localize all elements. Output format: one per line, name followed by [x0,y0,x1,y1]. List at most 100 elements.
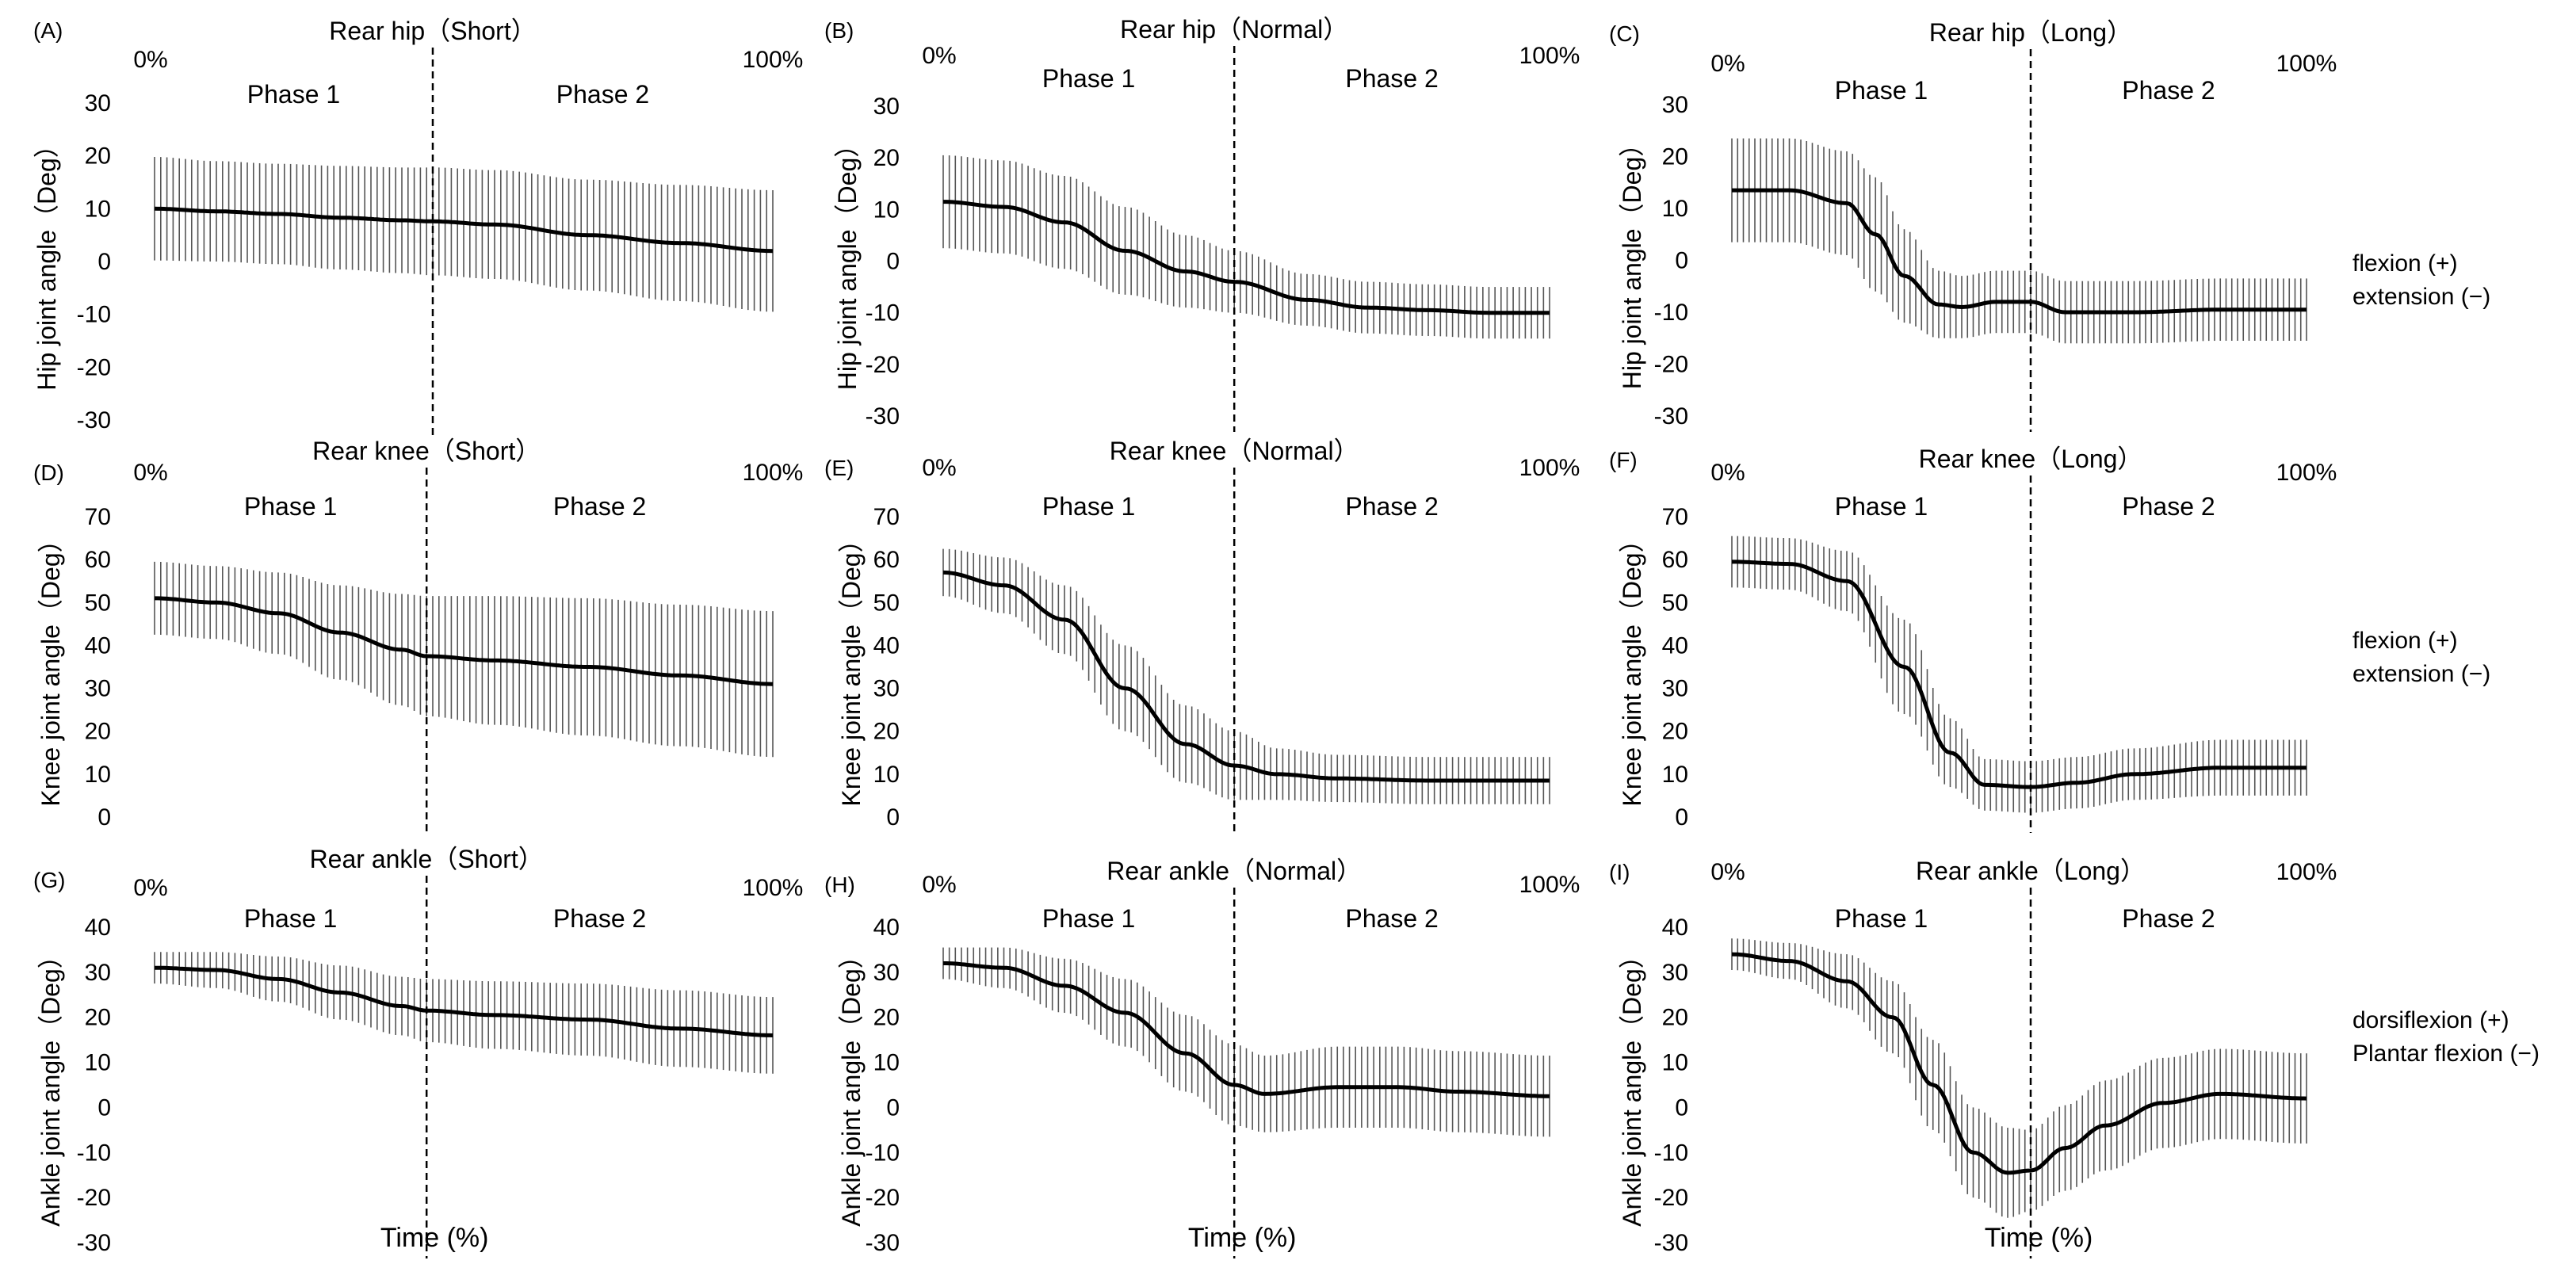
y-tick-label: -10 [1654,300,1688,326]
y-tick-label: 40 [873,632,900,659]
y-tick-label: 10 [1662,196,1688,222]
panel-title: Rear ankle（Long） [1916,857,2146,885]
panel-B: (B) Rear hip（Normal） 0% 100% Phase 1 Phase 2 3… [824,15,1580,432]
sd-error-bars [1731,938,2307,1218]
x-start-label: 0% [922,455,956,481]
x-axis-title: Time (%) [1188,1223,1297,1253]
mean-line [1732,559,2307,789]
y-tick-label: 0 [97,1094,111,1121]
y-tick-label: -10 [1654,1140,1688,1166]
sd-error-bars [1731,138,2307,344]
panel-label: (E) [824,456,854,480]
y-axis-title: Ankle joint angle（Deg） [36,943,65,1227]
x-end-label: 100% [743,47,804,73]
y-tick-label: 30 [1662,676,1688,702]
x-axis-title: Time (%) [380,1223,489,1253]
x-end-label: 100% [2276,460,2337,486]
panel-F: (F) Rear knee（Long） 0% 100% Phase 1 Phase 2 70… [1609,445,2337,833]
phase-1-label: Phase 1 [1835,76,1928,105]
y-tick-label: 20 [85,143,111,170]
y-tick-label: 0 [886,1094,900,1121]
y-tick-label: -30 [1654,1230,1688,1256]
y-tick-label: 0 [886,249,900,275]
panel-title: Rear hip（Normal） [1120,15,1348,44]
phase-1-label: Phase 1 [1835,904,1928,933]
y-tick-label: 50 [85,590,111,616]
x-start-label: 0% [922,43,956,69]
phase-1-label: Phase 1 [1042,64,1135,93]
phase-1-label: Phase 1 [244,904,337,933]
y-tick-label: -20 [1654,1185,1688,1211]
panel-H: (H) Rear ankle（Normal） 0% 100% Phase 1 Phase … [824,857,1580,1258]
y-tick-label: -10 [866,300,900,327]
phase-2-label: Phase 2 [2122,492,2215,521]
y-tick-label: 20 [1662,144,1688,170]
y-tick-label: 10 [85,1050,111,1076]
y-tick-label: -30 [866,403,900,430]
y-tick-label: 40 [1662,915,1688,941]
y-axis-title: Hip joint angle（Deg） [1618,132,1646,390]
mean-line [1731,952,2307,1175]
panel-A: (A) Rear hip（Short） 0% 100% Phase 1 Phase 2 30… [32,17,803,436]
y-axis-title: Hip joint angle（Deg） [833,132,862,391]
y-axis-title: Knee joint angle（Deg） [36,527,65,806]
x-end-label: 100% [1519,455,1580,481]
y-tick-label: 20 [873,145,900,171]
panel-title: Rear ankle（Short） [310,845,544,873]
x-end-label: 100% [743,460,804,486]
y-tick-label: -20 [1654,352,1688,378]
panel-label: (D) [33,460,64,485]
panel-title: Rear knee（Long） [1919,445,2143,473]
y-tick-label: 30 [85,90,111,116]
phase-2-label: Phase 2 [1345,492,1438,521]
y-tick-label: -20 [866,1185,900,1211]
legend-line: flexion (+) [2352,250,2458,277]
y-tick-label: 0 [1675,804,1688,831]
phase-2-label: Phase 2 [553,904,646,933]
phase-2-label: Phase 2 [1345,904,1438,933]
mean-line [155,965,774,1037]
direction-legend: flexion (+) extension (−) [2352,628,2490,687]
phase-1-label: Phase 1 [247,80,340,109]
y-axis-title: Knee joint angle（Deg） [1618,527,1646,806]
legend-line: dorsiflexion (+) [2352,1007,2509,1033]
mean-line [942,570,1550,783]
y-tick-label: 20 [873,719,900,745]
x-end-label: 100% [2276,859,2337,885]
phase-1-label: Phase 1 [1835,492,1928,521]
x-start-label: 0% [133,875,167,901]
y-tick-label: 30 [873,676,900,702]
y-tick-label: 10 [85,762,111,788]
y-tick-label: 50 [873,590,900,616]
y-tick-label: 20 [1662,719,1688,745]
y-tick-label: 70 [873,504,900,530]
mean-line [155,596,774,686]
y-axis-title: Ankle joint angle（Deg） [1618,943,1646,1227]
y-tick-label: -10 [77,302,111,328]
panel-label: (I) [1609,860,1630,884]
legend-line: flexion (+) [2352,628,2458,654]
panel-E: (E) Rear knee（Normal） 0% 100% Phase 1 Phase 2… [824,437,1580,833]
y-axis-title: Hip joint angle（Deg） [32,132,61,391]
legend-line: Plantar flexion (−) [2352,1041,2540,1067]
y-tick-label: -30 [77,1230,111,1256]
mean-line [943,961,1550,1098]
y-tick-label: 0 [97,249,111,275]
mean-line [1732,188,2307,315]
y-tick-label: -20 [866,352,900,378]
y-tick-label: 0 [886,804,900,831]
x-start-label: 0% [1710,859,1745,885]
panel-label: (C) [1609,21,1640,46]
y-tick-label: 10 [1662,1050,1688,1076]
y-tick-label: 40 [1662,632,1688,659]
y-tick-label: 20 [873,1005,900,1031]
direction-legend: flexion (+) extension (−) [2352,250,2490,310]
y-tick-label: 20 [1662,1005,1688,1031]
sd-error-bars [1731,536,2307,813]
panel-title: Rear knee（Normal） [1110,437,1359,465]
phase-1-label: Phase 1 [1042,904,1135,933]
y-tick-label: 20 [85,719,111,745]
y-tick-label: 30 [85,676,111,702]
y-tick-label: 30 [1662,92,1688,118]
